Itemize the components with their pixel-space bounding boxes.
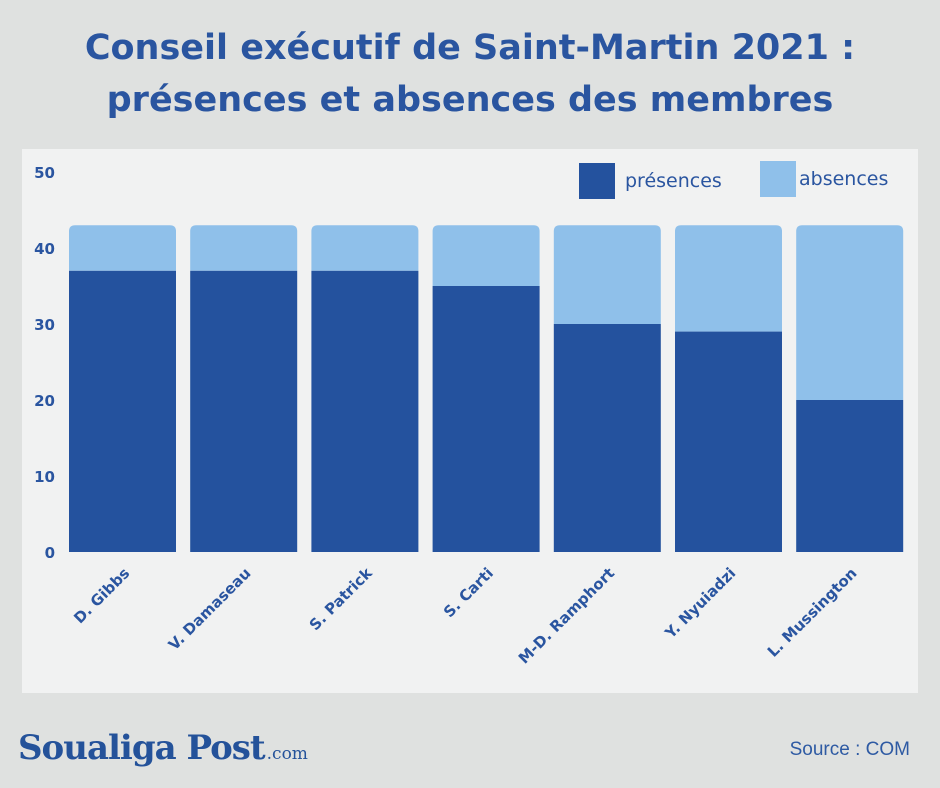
x-tick-label: M-D. Ramphort — [515, 564, 618, 667]
chart-title-line-2: présences et absences des membres — [106, 80, 834, 120]
y-tick-label: 30 — [34, 316, 55, 334]
y-tick-label: 40 — [34, 240, 55, 258]
logo-suffix: .com — [266, 744, 308, 764]
bar-absences — [796, 225, 904, 400]
bar-presences — [69, 270, 176, 552]
legend-swatch — [760, 161, 796, 197]
x-tick-label: L. Mussington — [764, 564, 861, 661]
chart-title-line-1: Conseil exécutif de Saint-Martin 2021 : — [84, 28, 856, 68]
chart-panel: 0 10 20 30 40 50 D. Gibbs V. Damaseau S. Patrick… — [22, 149, 918, 693]
logo-wordmark: Soualiga Post — [18, 728, 266, 768]
stacked-bar-chart: 0 10 20 30 40 50 D. Gibbs V. Damaseau S. Patrick… — [34, 161, 904, 667]
x-tick-label: V. Damaseau — [165, 564, 255, 654]
bar-presences — [311, 270, 419, 552]
x-tick-label: S. Carti — [440, 564, 497, 621]
bar-presences — [432, 286, 540, 552]
bar-absences — [190, 225, 298, 271]
bar-absences — [675, 225, 782, 332]
soualiga-post-logo[interactable]: Soualiga Post .com — [18, 728, 308, 768]
legend-swatch — [579, 163, 615, 199]
chart-legend: présences absences — [579, 161, 888, 199]
legend-label: présences — [625, 170, 722, 192]
legend-label: absences — [799, 168, 888, 190]
bar-absences — [553, 225, 661, 324]
bar-absences — [69, 225, 176, 271]
y-tick-label: 0 — [45, 544, 55, 562]
x-tick-label: Y. Nyuiadzi — [661, 564, 740, 643]
y-tick-label: 50 — [34, 164, 55, 182]
chart-title: Conseil exécutif de Saint-Martin 2021 : … — [0, 22, 940, 126]
x-tick-label: S. Patrick — [306, 563, 377, 634]
bar-absences — [311, 225, 419, 271]
bar-presences — [190, 270, 298, 552]
source-note: Source : COM — [789, 739, 910, 760]
y-tick-label: 20 — [34, 392, 55, 410]
bar-presences — [796, 400, 904, 552]
y-tick-label: 10 — [34, 468, 55, 486]
x-tick-label: D. Gibbs — [70, 564, 133, 627]
bar-presences — [553, 324, 661, 552]
bar-absences — [432, 225, 540, 286]
bar-presences — [675, 331, 782, 552]
